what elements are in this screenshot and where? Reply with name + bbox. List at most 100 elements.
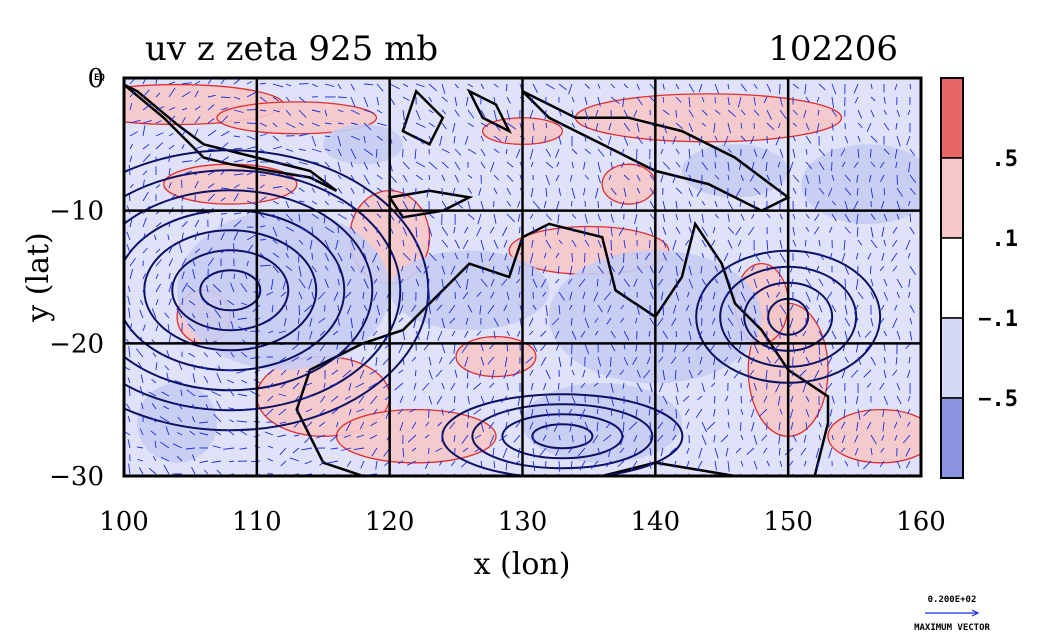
wind-vector xyxy=(129,155,133,163)
wind-vector xyxy=(454,83,459,89)
wind-vector xyxy=(870,447,873,456)
wind-vector xyxy=(233,273,235,280)
wind-vector xyxy=(737,239,742,247)
wind-vector xyxy=(584,421,590,433)
wind-vector xyxy=(155,222,162,228)
wind-vector xyxy=(270,278,274,290)
wind-vector xyxy=(675,330,678,338)
wind-vector xyxy=(779,408,783,415)
wind-vector xyxy=(350,174,356,182)
wind-vector xyxy=(844,330,848,342)
wind-vector xyxy=(207,104,215,111)
wind-vector xyxy=(688,187,694,197)
wind-vector xyxy=(441,343,446,354)
wind-vector xyxy=(530,408,534,418)
wind-vector xyxy=(584,109,590,121)
wind-vector xyxy=(909,174,917,184)
wind-vector xyxy=(805,148,808,155)
wind-vector xyxy=(250,356,261,360)
wind-vector xyxy=(428,252,437,262)
wind-vector xyxy=(633,447,638,456)
wind-vector xyxy=(662,304,665,316)
wind-vector xyxy=(181,116,186,124)
wind-vector xyxy=(765,161,768,172)
landmass-outlines xyxy=(124,83,830,476)
wind-vector xyxy=(675,213,679,221)
wind-vector xyxy=(531,135,534,144)
wind-vector xyxy=(220,232,225,241)
wind-vector xyxy=(545,148,552,157)
wind-vector xyxy=(883,343,886,352)
wind-vector xyxy=(607,304,612,313)
wind-vector xyxy=(191,454,196,462)
wind-vector xyxy=(476,330,482,336)
wind-vector xyxy=(155,362,158,371)
wind-vector xyxy=(415,83,425,88)
wind-vector xyxy=(662,200,666,211)
wind-vector xyxy=(854,434,859,443)
wind-vector xyxy=(285,265,293,272)
wind-vector xyxy=(150,430,157,436)
wind-vector xyxy=(620,317,625,323)
wind-vector xyxy=(427,278,430,290)
wind-vector xyxy=(493,239,499,249)
wind-vector xyxy=(127,377,131,384)
wind-vector xyxy=(241,379,248,384)
wind-vector xyxy=(633,109,638,118)
wind-vector xyxy=(792,122,798,127)
wind-vector xyxy=(402,96,410,101)
wind-vector xyxy=(205,403,209,410)
wind-vector xyxy=(317,408,326,418)
wind-vector xyxy=(480,239,485,251)
wind-vector xyxy=(727,460,730,472)
wind-vector xyxy=(529,109,534,119)
wind-vector xyxy=(488,252,495,262)
wind-vector xyxy=(850,369,859,378)
wind-vector xyxy=(727,265,732,273)
wind-vector xyxy=(633,278,638,287)
wind-vector xyxy=(215,351,222,358)
wind-vector xyxy=(301,447,313,451)
wind-vector xyxy=(880,174,885,183)
wind-vector xyxy=(735,187,742,197)
wind-vector xyxy=(570,356,573,367)
wind-vector xyxy=(155,120,162,124)
wind-vector xyxy=(814,213,820,221)
wind-vector xyxy=(350,265,355,272)
wind-vector xyxy=(415,122,426,128)
wind-vector xyxy=(516,278,521,284)
wind-vector xyxy=(623,330,630,341)
wind-vector xyxy=(493,317,499,327)
wind-vector xyxy=(804,83,807,95)
wind-vector xyxy=(816,96,820,103)
wind-vector xyxy=(139,386,144,397)
wind-vector xyxy=(531,239,534,248)
wind-vector xyxy=(636,187,641,194)
wind-vector xyxy=(740,395,743,404)
wind-vector xyxy=(727,226,735,234)
wind-vector xyxy=(583,226,586,237)
wind-vector xyxy=(818,83,826,91)
wind-vector xyxy=(608,122,612,131)
wind-vector xyxy=(856,213,859,225)
wind-vector xyxy=(137,458,144,462)
wind-vector xyxy=(350,317,353,329)
wind-vector xyxy=(297,330,300,341)
wind-vector xyxy=(766,122,775,131)
wind-vector xyxy=(155,299,159,306)
wind-vector xyxy=(792,187,797,194)
wind-vector xyxy=(267,445,274,449)
wind-vector xyxy=(620,161,625,168)
wind-vector xyxy=(259,264,271,267)
wind-vector xyxy=(237,393,248,397)
wind-vector xyxy=(766,109,772,120)
wind-vector xyxy=(199,432,209,436)
wind-vector xyxy=(199,460,209,464)
wind-vector xyxy=(327,460,339,464)
wind-vector xyxy=(493,96,496,103)
wind-vector xyxy=(557,265,560,274)
wind-vector xyxy=(517,395,521,406)
wind-vector xyxy=(414,369,417,377)
wind-vector xyxy=(194,231,199,241)
wind-vector xyxy=(805,122,810,131)
